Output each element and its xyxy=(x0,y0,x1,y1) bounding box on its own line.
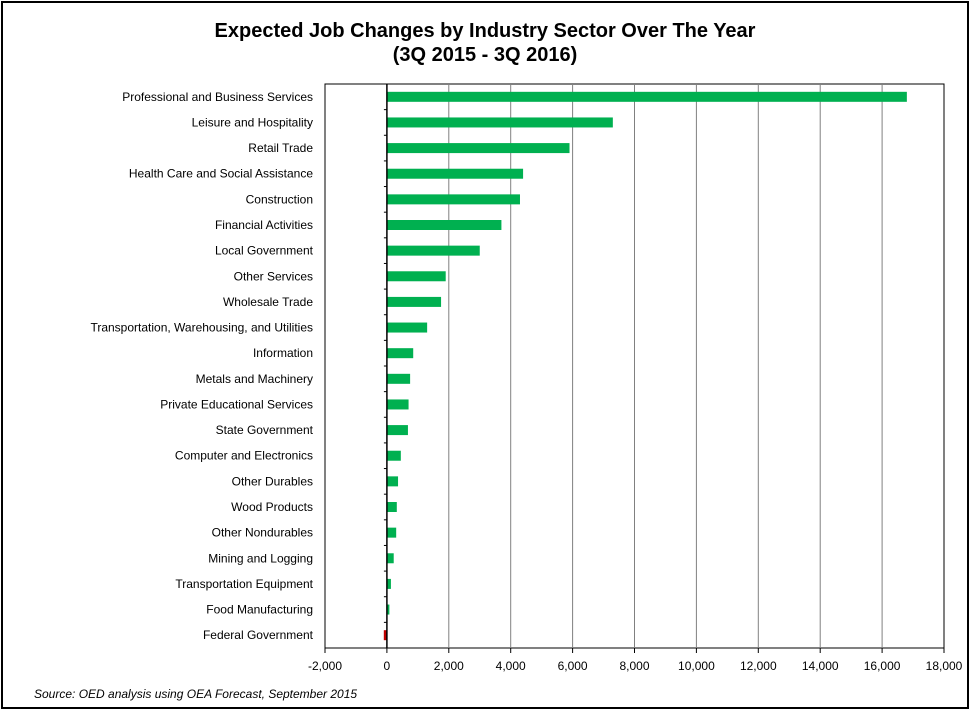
bar xyxy=(386,143,570,154)
category-label: Local Government xyxy=(215,244,314,258)
category-label: Wood Products xyxy=(231,500,313,514)
category-label: Retail Trade xyxy=(248,141,313,155)
chart-title-block: Expected Job Changes by Industry Sector … xyxy=(0,19,970,67)
bar xyxy=(386,91,907,102)
x-tick-label: 2,000 xyxy=(434,659,464,673)
bar xyxy=(386,296,442,307)
x-tick-label: -2,000 xyxy=(308,659,342,673)
bar xyxy=(386,553,394,564)
category-label: State Government xyxy=(216,423,314,437)
bar xyxy=(386,578,391,589)
category-label: Transportation Equipment xyxy=(175,577,313,591)
category-label: Transportation, Warehousing, and Utiliti… xyxy=(90,321,313,335)
bar xyxy=(386,399,409,410)
bar xyxy=(386,168,524,179)
x-tick-label: 10,000 xyxy=(678,659,715,673)
x-tick-label: 12,000 xyxy=(740,659,777,673)
category-label: Wholesale Trade xyxy=(223,295,313,309)
bar xyxy=(386,502,397,512)
category-label: Federal Government xyxy=(203,628,314,642)
bar xyxy=(386,245,480,256)
bar xyxy=(386,271,446,282)
x-tick-label: 18,000 xyxy=(926,659,963,673)
bar xyxy=(386,604,390,615)
category-label: Other Nondurables xyxy=(212,526,313,540)
bar xyxy=(386,322,428,333)
x-tick-label: 0 xyxy=(384,659,391,673)
source-note: Source: OED analysis using OEA Forecast,… xyxy=(34,687,358,701)
bar xyxy=(386,220,502,230)
bar xyxy=(386,527,397,538)
bar xyxy=(386,117,613,128)
category-label: Health Care and Social Assistance xyxy=(129,167,313,181)
category-label: Computer and Electronics xyxy=(175,449,313,463)
category-label: Construction xyxy=(246,192,313,206)
bar xyxy=(386,425,408,436)
chart-title: Expected Job Changes by Industry Sector … xyxy=(214,20,756,42)
bar xyxy=(383,630,387,641)
chart-subtitle: (3Q 2015 - 3Q 2016) xyxy=(392,44,578,66)
category-label: Other Services xyxy=(234,269,313,283)
category-label: Metals and Machinery xyxy=(196,372,313,386)
x-tick-label: 6,000 xyxy=(558,659,588,673)
bar xyxy=(386,373,411,384)
x-tick-label: 8,000 xyxy=(619,659,649,673)
category-label: Private Educational Services xyxy=(160,397,313,411)
bar xyxy=(386,450,401,461)
category-label: Leisure and Hospitality xyxy=(192,115,313,129)
x-tick-label: 16,000 xyxy=(864,659,901,673)
bar xyxy=(386,348,414,359)
category-label: Mining and Logging xyxy=(208,551,313,565)
category-label: Financial Activities xyxy=(215,218,313,232)
x-tick-label: 4,000 xyxy=(496,659,526,673)
category-label: Professional and Business Services xyxy=(122,90,313,104)
x-tick-label: 14,000 xyxy=(802,659,839,673)
category-label: Other Durables xyxy=(232,474,313,488)
category-label: Food Manufacturing xyxy=(206,603,313,617)
category-label: Information xyxy=(253,346,313,360)
bar xyxy=(386,476,399,487)
bar xyxy=(386,194,520,205)
